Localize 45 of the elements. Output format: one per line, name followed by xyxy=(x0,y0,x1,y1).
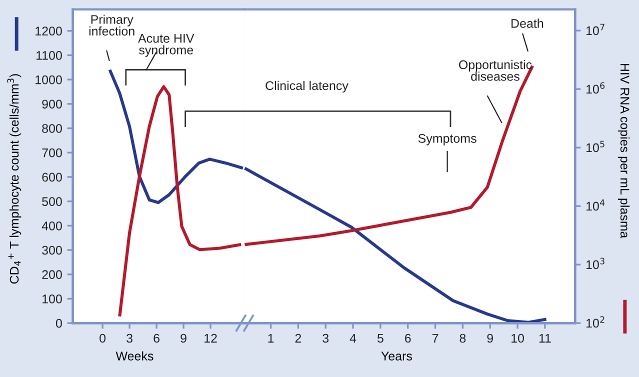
y2-axis-title: HIV RNA copies per mL plasma xyxy=(618,64,630,238)
x-tick-label: 5 xyxy=(377,334,384,343)
x-tick-label: 2 xyxy=(295,334,302,343)
x-tick-label: 6 xyxy=(405,334,411,343)
annotation: Primary infection xyxy=(89,14,134,36)
x-tick-label: 4 xyxy=(350,334,356,343)
x-tick-label: 3 xyxy=(126,334,132,343)
x-tick-label: 12 xyxy=(204,334,217,343)
y2-tick-label: 10$^{7}$ xyxy=(586,24,604,36)
y-tick-label: 400 xyxy=(42,221,62,230)
annotation: Opportunistic diseases xyxy=(458,60,532,81)
y2-tick-label: 10$^{4}$ xyxy=(586,199,605,211)
y-tick-label: 300 xyxy=(42,246,62,255)
y2-tick-label: 10$^{2}$ xyxy=(586,316,604,328)
y2-tick-label: 10$^{5}$ xyxy=(586,140,604,152)
y-tick-label: 200 xyxy=(42,270,62,280)
x-tick-label: 9 xyxy=(180,334,186,343)
x-tick-label: 7 xyxy=(432,334,438,343)
y-tick-label: 800 xyxy=(42,124,62,133)
y-tick-label: 1200 xyxy=(36,26,62,36)
annotation: Symptoms xyxy=(418,134,476,146)
annotation: Acute HIV syndrome xyxy=(138,34,194,57)
x-tick-label: 3 xyxy=(322,334,329,343)
y-tick-label: 700 xyxy=(42,148,62,158)
x-tick-label: 1 xyxy=(268,334,274,343)
annotation: Death xyxy=(512,18,544,28)
y-tick-label: 0 xyxy=(56,318,62,328)
y-tick-label: 500 xyxy=(42,197,62,206)
y-tick-label: 100 xyxy=(42,294,62,304)
x-tick-label: 0 xyxy=(100,334,106,343)
x-tick-label: 11 xyxy=(539,334,551,343)
y-tick-label: 900 xyxy=(42,100,62,109)
y-tick-label: 1000 xyxy=(36,75,62,84)
annotation: Clinical latency xyxy=(266,80,348,93)
x-axis-title: Years xyxy=(381,352,412,360)
x-axis-title: Weeks xyxy=(116,351,154,360)
y-axis-title: CD$_{4}$$^{+}$ T lymphocyte count (cells/mm$^{3}$) xyxy=(7,74,22,284)
x-tick-label: 10 xyxy=(512,334,524,343)
y2-tick-label: 10$^{6}$ xyxy=(586,82,605,94)
y-tick-label: 600 xyxy=(42,172,62,182)
y2-tick-label: 10$^{3}$ xyxy=(586,258,604,270)
y-tick-label: 1100 xyxy=(36,51,62,60)
x-tick-label: 6 xyxy=(154,334,160,343)
x-tick-label: 8 xyxy=(460,334,466,343)
x-tick-label: 9 xyxy=(487,334,493,343)
